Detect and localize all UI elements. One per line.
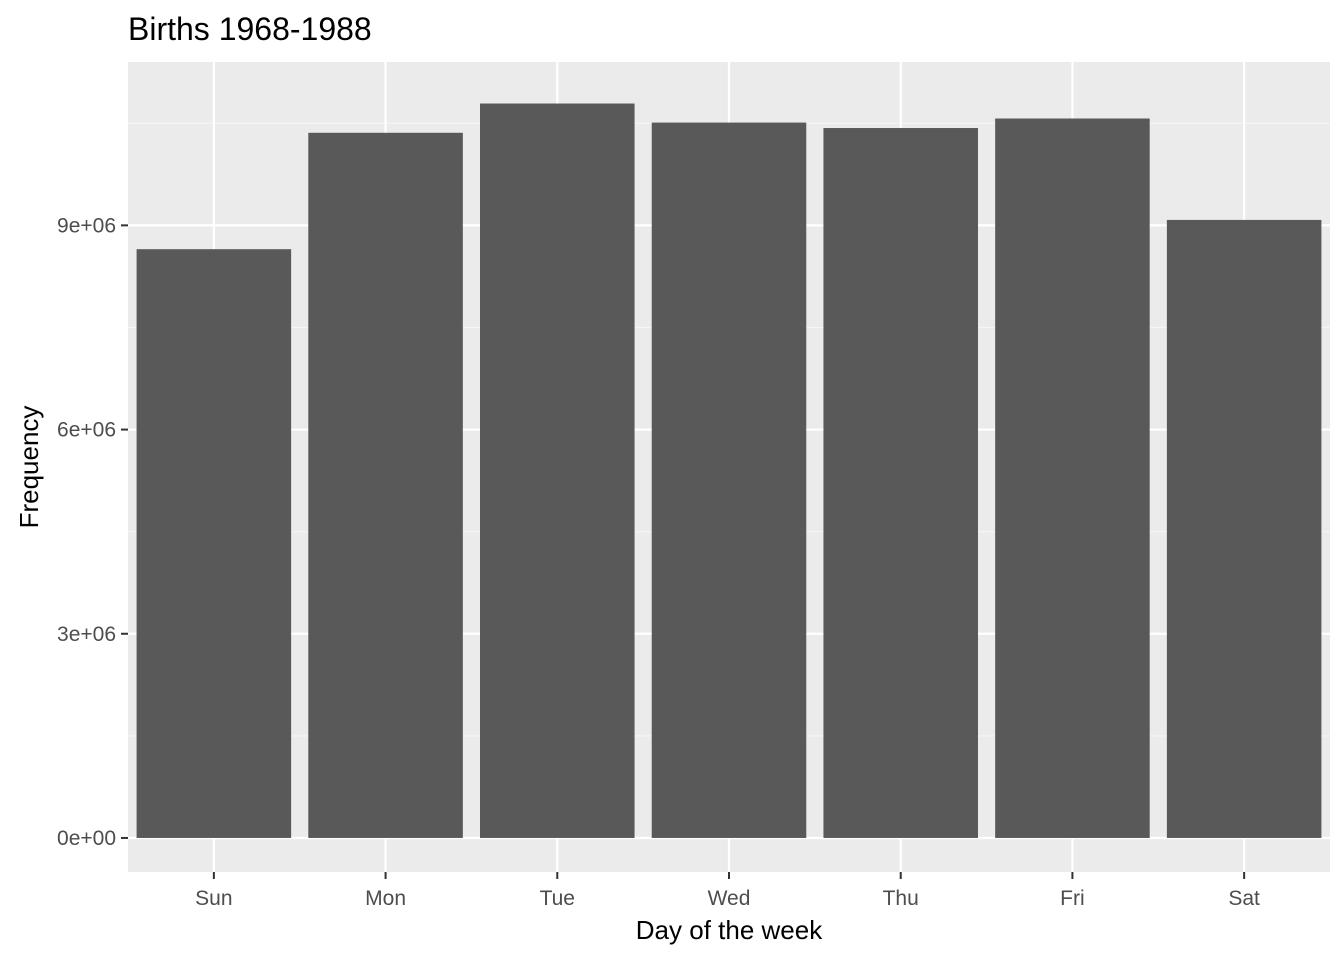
chart-title: Births 1968-1988 (128, 11, 372, 47)
bar-mon (308, 132, 463, 838)
bar-sat (1166, 219, 1322, 838)
x-tick-label: Sat (1228, 887, 1260, 910)
x-tick-label: Sun (195, 887, 232, 910)
bar-sun (136, 249, 292, 838)
x-axis: Sun Mon Tue Wed Thu Fri Sat (195, 872, 1260, 910)
y-tick-label: 6e+06 (57, 419, 116, 442)
x-tick-label: Thu (883, 887, 919, 910)
y-axis-title: Frequency (14, 406, 44, 529)
x-tick-label: Tue (540, 887, 575, 910)
y-tick-label: 0e+00 (57, 827, 116, 850)
bars (136, 103, 1322, 838)
x-tick-label: Mon (365, 887, 406, 910)
bar-fri (995, 118, 1150, 838)
bar-wed (651, 122, 807, 838)
bar-tue (480, 103, 635, 838)
y-axis: 0e+00 3e+06 6e+06 9e+06 (57, 214, 128, 850)
y-tick-label: 3e+06 (57, 623, 116, 646)
x-axis-title: Day of the week (636, 915, 823, 945)
x-tick-label: Wed (708, 887, 751, 910)
bar-thu (823, 128, 978, 838)
x-tick-label: Fri (1060, 887, 1085, 910)
y-tick-label: 9e+06 (57, 214, 116, 237)
